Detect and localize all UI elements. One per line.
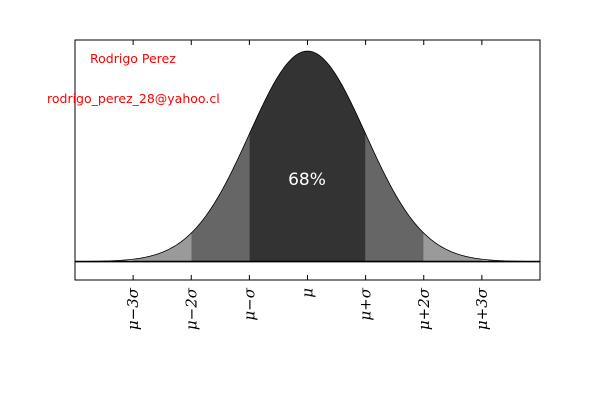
- band-0: [133, 233, 192, 262]
- x-tick-label-4: μ+σ: [357, 287, 375, 320]
- band-4: [423, 233, 482, 262]
- center-percentage-label: 68%: [288, 170, 326, 190]
- x-axis-ticks: [132, 40, 483, 280]
- x-tick-label-3: μ: [299, 288, 317, 298]
- band-2: [249, 51, 366, 262]
- email-annotation: rodrigo_perez_28@yahoo.cl: [47, 91, 220, 106]
- x-tick-label-0: μ−3σ: [124, 287, 142, 330]
- x-tick-label-2: μ−σ: [240, 287, 258, 320]
- x-tick-label-5: μ+2σ: [415, 287, 433, 330]
- x-axis-tick-labels: μ−3σ μ−2σ μ−σ μ μ+σ μ+2σ μ+3σ: [124, 287, 491, 330]
- x-tick-label-6: μ+3σ: [473, 287, 491, 330]
- x-tick-label-1: μ−2σ: [182, 287, 200, 330]
- author-annotation: Rodrigo Perez: [90, 51, 176, 66]
- band-layer: [75, 51, 540, 262]
- density-curve: [74, 50, 541, 262]
